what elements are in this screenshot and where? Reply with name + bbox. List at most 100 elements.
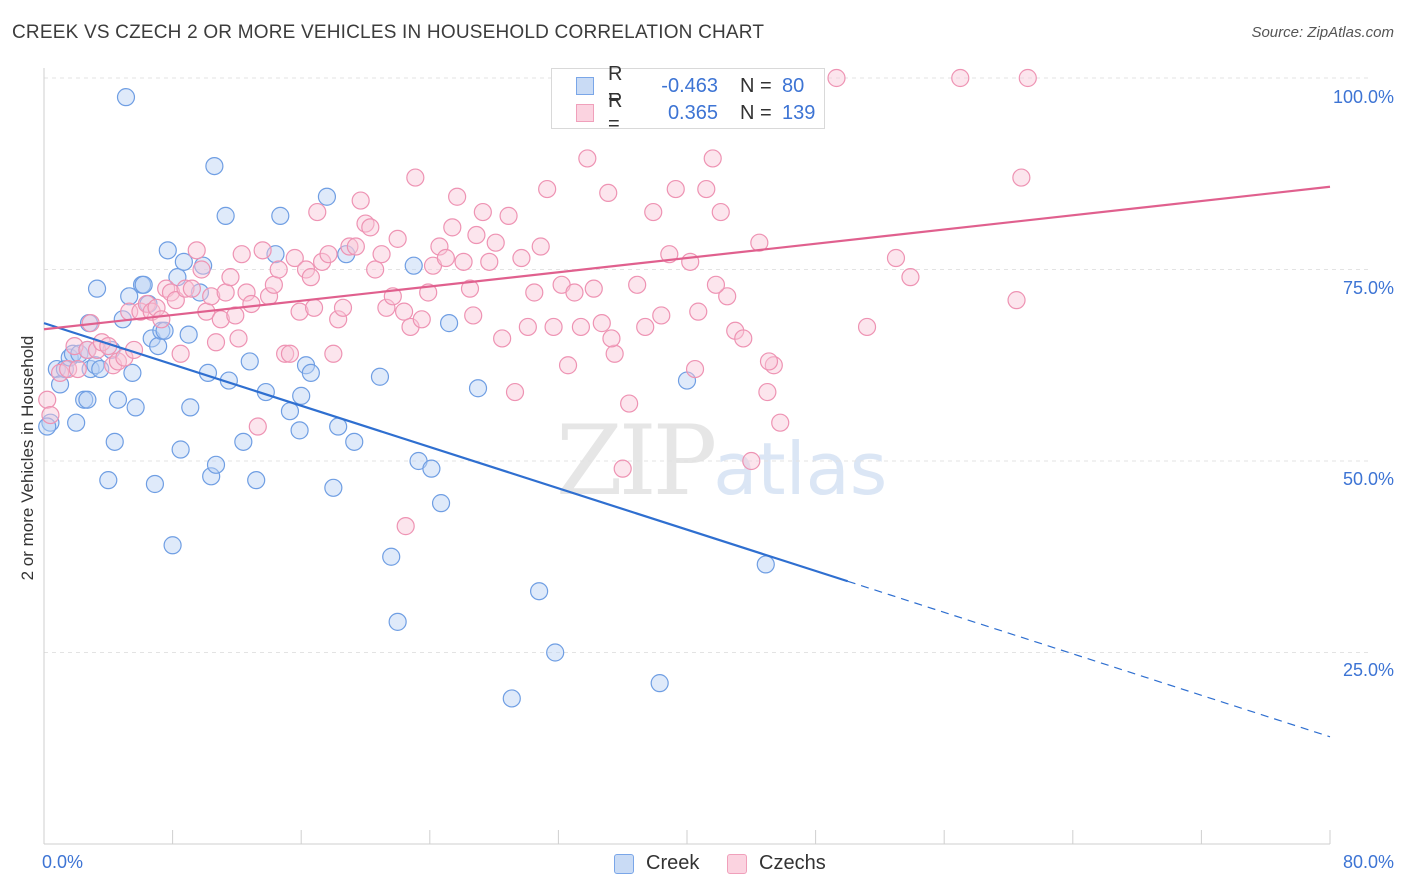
scatter-point — [382, 547, 401, 566]
scatter-point — [155, 321, 174, 340]
r-value: 0.365 — [667, 101, 718, 124]
scatter-point — [750, 233, 769, 252]
y-axis-label: 2 or more Vehicles in Household — [18, 335, 37, 581]
scatter-point — [388, 229, 407, 248]
scatter-point — [464, 306, 483, 325]
scatter-point — [116, 88, 136, 107]
r-label: R = — [608, 63, 623, 108]
scatter-point — [388, 612, 407, 631]
scatter-point — [280, 344, 300, 363]
scatter-point — [454, 252, 473, 271]
chart-title: CREEK VS CZECH 2 OR MORE VEHICLES IN HOU… — [12, 22, 765, 43]
scatter-point — [78, 390, 97, 409]
watermark-atlas: atlas — [713, 427, 888, 511]
scatter-point — [584, 279, 603, 298]
scatter-point — [706, 275, 726, 294]
scatter-point — [518, 317, 537, 337]
scatter-point — [734, 329, 753, 348]
scatter-point — [650, 674, 669, 693]
scatter-point — [232, 245, 251, 264]
scatter-point — [99, 471, 118, 490]
scatter-point — [718, 287, 737, 306]
scatter-point — [951, 68, 970, 88]
scatter-point — [685, 359, 705, 379]
scatter-point — [370, 367, 390, 386]
scatter-point — [234, 432, 253, 451]
scatter-point — [237, 283, 256, 302]
scatter-point — [406, 168, 425, 187]
scatter-point — [276, 344, 295, 363]
scatter-point — [333, 298, 353, 317]
scatter-point — [602, 329, 621, 348]
scatter-point — [192, 260, 211, 279]
x-tick-label-min: 0.0% — [42, 852, 84, 872]
scatter-point — [324, 478, 343, 497]
scatter-point — [38, 417, 57, 436]
scatter-point — [443, 218, 462, 237]
creek-points — [38, 88, 775, 708]
scatter-point — [41, 405, 60, 425]
scatter-point — [308, 202, 327, 222]
scatter-point — [505, 382, 525, 402]
scatter-point — [599, 183, 618, 202]
scatter-point — [149, 337, 168, 356]
scatter-point — [319, 245, 338, 264]
scatter-point — [216, 206, 235, 225]
x-tick-label-max: 80.0% — [1342, 852, 1394, 872]
scatter-point — [240, 352, 259, 371]
scatter-point — [377, 298, 396, 317]
legend-item-creek[interactable]: Creek — [614, 852, 699, 875]
scatter-point — [280, 402, 300, 421]
scatter-point — [422, 459, 441, 478]
scatter-point — [480, 252, 499, 271]
scatter-point — [290, 302, 309, 321]
scatter-point — [346, 237, 365, 256]
scatter-point — [394, 302, 414, 321]
scatter-point — [181, 398, 200, 417]
scatter-point — [216, 283, 235, 302]
scatter-point — [502, 689, 521, 708]
scatter-point — [285, 248, 304, 268]
grid-lines — [44, 77, 1370, 653]
scatter-point — [1012, 168, 1031, 187]
scatter-point — [372, 245, 391, 264]
scatter-point — [152, 310, 171, 329]
series-legend: Creek Czechs — [0, 852, 1406, 876]
scatter-point — [396, 517, 415, 536]
scatter-point — [163, 536, 182, 555]
scatter-point — [499, 206, 518, 225]
scatter-point — [361, 218, 380, 237]
legend-label-creek: Creek — [646, 852, 700, 874]
scatter-point — [558, 356, 578, 375]
scatter-point — [439, 314, 459, 333]
czech-points — [38, 68, 1037, 536]
scatter-point — [1007, 291, 1026, 310]
scatter-point — [652, 306, 671, 325]
trend-lines — [43, 185, 1331, 738]
czechs-trend-line — [43, 185, 1331, 331]
legend-item-czechs[interactable]: Czechs — [727, 852, 826, 875]
scatter-point — [145, 474, 165, 494]
scatter-point — [301, 268, 320, 287]
scatter-point — [468, 379, 488, 398]
r-label: R = — [608, 90, 623, 135]
stats-row-czechs: R = 0.365 N = 139 — [576, 90, 815, 135]
stats-legend: R = -0.463 N = 80 R = 0.365 N = 139 — [551, 63, 825, 135]
scatter-point — [248, 417, 267, 436]
scatter-point — [689, 302, 708, 321]
scatter-point — [703, 149, 722, 168]
scatter-point — [404, 256, 423, 275]
scatter-point — [269, 260, 288, 279]
scatter-point — [317, 187, 337, 206]
scatter-point — [666, 179, 685, 199]
scatter-point — [87, 279, 107, 298]
scatter-point — [857, 317, 877, 337]
scatter-point — [467, 225, 486, 245]
n-value: 80 — [782, 74, 805, 97]
scatter-point — [78, 340, 97, 360]
y-tick-label: 75.0% — [1342, 278, 1394, 298]
scatter-point — [67, 413, 86, 432]
scatter-point — [431, 494, 451, 513]
scatter-point — [827, 68, 846, 88]
scatter-point — [324, 344, 343, 363]
